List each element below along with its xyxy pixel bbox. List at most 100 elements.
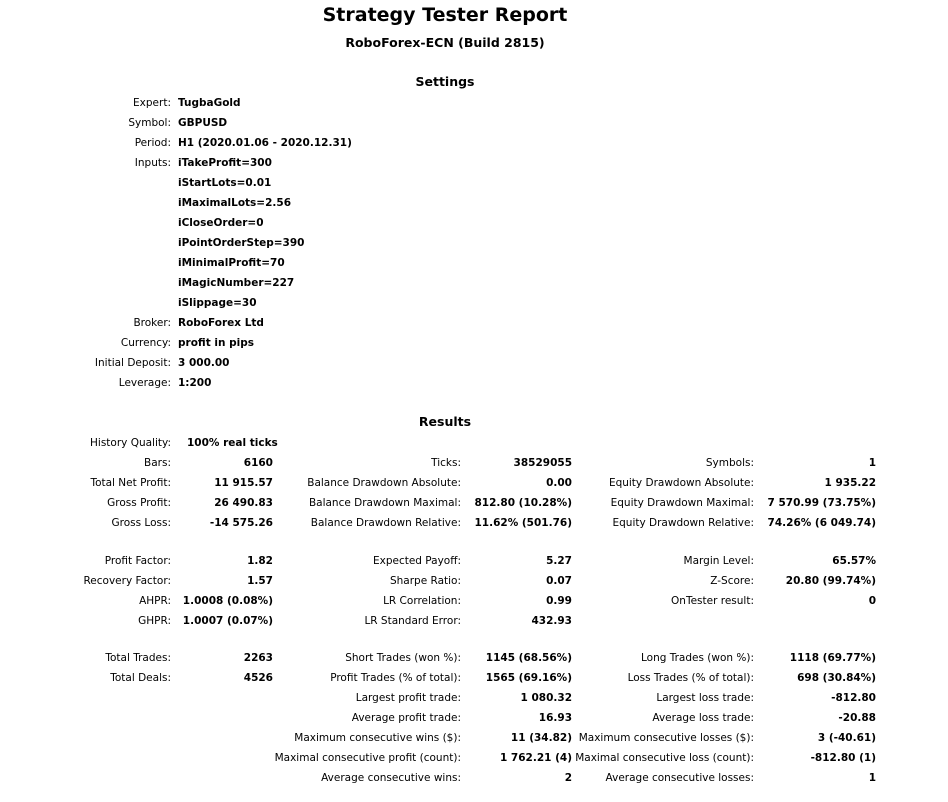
metric-label: Largest loss trade: xyxy=(656,692,754,704)
results-row: Total Deals: 4526 Profit Trades (% of tota… xyxy=(0,668,948,688)
metric-label: Maximum consecutive losses ($): xyxy=(578,732,754,744)
metric-value: 16.93 xyxy=(538,712,572,724)
setting-value: 1:200 xyxy=(178,377,212,389)
metric-label: Balance Drawdown Maximal: xyxy=(308,497,461,509)
results-row: Profit Factor: 1.82 Expected Payoff: 5.27 Ma… xyxy=(0,551,948,571)
metric-value: -14 575.26 xyxy=(209,517,273,529)
settings-row: iMinimalProfit=70 xyxy=(0,253,948,273)
metric-value: 1.0007 (0.07%) xyxy=(182,615,273,627)
metric-label: Expected Payoff: xyxy=(372,555,461,567)
metric-value: 11 (34.82) xyxy=(510,732,572,744)
metric-value: 74.26% (6 049.74) xyxy=(767,517,876,529)
results-row: Maximum consecutive wins ($): 11 (34.82) M… xyxy=(0,728,948,748)
metric-label: Bars: xyxy=(144,457,171,469)
metric-value: -812.80 xyxy=(831,692,876,704)
metric-label: Total Trades: xyxy=(105,652,171,664)
history-quality-label: History Quality: xyxy=(90,437,171,449)
setting-value: iPointOrderStep=390 xyxy=(178,237,305,249)
metric-value: 1.0008 (0.08%) xyxy=(182,595,273,607)
metric-value: 1 xyxy=(868,457,876,469)
metric-value: 0.07 xyxy=(546,575,572,587)
metric-value: 2 xyxy=(564,772,572,784)
results-row: GHPR: 1.0007 (0.07%) LR Standard Error: 432… xyxy=(0,611,948,631)
metric-label: OnTester result: xyxy=(671,595,754,607)
setting-value: iSlippage=30 xyxy=(178,297,257,309)
settings-row: iMaximalLots=2.56 xyxy=(0,193,948,213)
metric-label: Loss Trades (% of total): xyxy=(627,672,754,684)
setting-label: Inputs: xyxy=(134,157,171,169)
results-row: Gross Loss: -14 575.26 Balance Drawdown Re… xyxy=(0,513,948,533)
metric-label: Ticks: xyxy=(431,457,461,469)
metric-label: Symbols: xyxy=(705,457,754,469)
setting-value: iMaximalLots=2.56 xyxy=(178,197,292,209)
metric-label: Maximal consecutive loss (count): xyxy=(575,752,754,764)
results-row: Recovery Factor: 1.57 Sharpe Ratio: 0.07 Z-S… xyxy=(0,571,948,591)
report-title: Strategy Tester Report xyxy=(322,4,568,26)
results-row: Average profit trade: 16.93 Average loss t… xyxy=(0,708,948,728)
metric-value: 0 xyxy=(868,595,876,607)
metric-value: 4526 xyxy=(243,672,273,684)
setting-label: Leverage: xyxy=(118,377,171,389)
metric-label: Profit Factor: xyxy=(104,555,171,567)
metric-value: 1118 (69.77%) xyxy=(789,652,876,664)
settings-row: iCloseOrder=0 xyxy=(0,213,948,233)
history-quality-value: 100% real ticks xyxy=(187,437,278,449)
metric-value: 26 490.83 xyxy=(214,497,273,509)
metric-label: Balance Drawdown Relative: xyxy=(310,517,461,529)
metric-label: Average loss trade: xyxy=(652,712,754,724)
metric-value: 3 (-40.61) xyxy=(817,732,876,744)
results-row: Gross Profit: 26 490.83 Balance Drawdown M… xyxy=(0,493,948,513)
results-row: History Quality: 100% real ticks xyxy=(0,433,948,453)
setting-value: iStartLots=0.01 xyxy=(178,177,272,189)
metric-label: Short Trades (won %): xyxy=(345,652,461,664)
results-row: Total Net Profit: 11 915.57 Balance Drawdo… xyxy=(0,473,948,493)
metric-value: 38529055 xyxy=(513,457,572,469)
metric-value: 698 (30.84%) xyxy=(797,672,876,684)
metric-value: 6160 xyxy=(243,457,273,469)
settings-row: Leverage: 1:200 xyxy=(0,373,948,393)
setting-value: 3 000.00 xyxy=(178,357,230,369)
settings-heading: Settings xyxy=(415,74,475,89)
metric-label: AHPR: xyxy=(139,595,171,607)
metric-value: 1.57 xyxy=(247,575,273,587)
setting-label: Expert: xyxy=(133,97,171,109)
results-heading: Results xyxy=(418,414,472,429)
metric-label: Largest profit trade: xyxy=(355,692,461,704)
metric-label: Equity Drawdown Absolute: xyxy=(608,477,754,489)
results-row: Average consecutive wins: 2 Average consec… xyxy=(0,768,948,788)
settings-row: Period: H1 (2020.01.06 - 2020.12.31) xyxy=(0,133,948,153)
metric-value: 1565 (69.16%) xyxy=(485,672,572,684)
metric-value: 812.80 (10.28%) xyxy=(474,497,572,509)
setting-label: Initial Deposit: xyxy=(94,357,171,369)
setting-label: Broker: xyxy=(133,317,171,329)
setting-value: profit in pips xyxy=(178,337,254,349)
metric-value: 11.62% (501.76) xyxy=(474,517,572,529)
settings-row: iMagicNumber=227 xyxy=(0,273,948,293)
metric-value: 2263 xyxy=(243,652,273,664)
setting-value: iMinimalProfit=70 xyxy=(178,257,285,269)
settings-row: iPointOrderStep=390 xyxy=(0,233,948,253)
metric-label: Profit Trades (% of total): xyxy=(330,672,461,684)
settings-row: Broker: RoboForex Ltd xyxy=(0,313,948,333)
metric-label: Total Deals: xyxy=(110,672,171,684)
metric-label: Long Trades (won %): xyxy=(640,652,754,664)
metric-label: GHPR: xyxy=(138,615,171,627)
metric-label: Equity Drawdown Relative: xyxy=(612,517,754,529)
metric-value: 0.00 xyxy=(546,477,572,489)
metric-label: Z-Score: xyxy=(710,575,754,587)
setting-value: TugbaGold xyxy=(178,97,241,109)
setting-value: RoboForex Ltd xyxy=(178,317,264,329)
report-subtitle: RoboForex-ECN (Build 2815) xyxy=(345,35,545,50)
settings-row: Initial Deposit: 3 000.00 xyxy=(0,353,948,373)
settings-row: Expert: TugbaGold xyxy=(0,93,948,113)
metric-value: 20.80 (99.74%) xyxy=(785,575,876,587)
metric-value: 1 080.32 xyxy=(520,692,572,704)
metric-label: Equity Drawdown Maximal: xyxy=(610,497,754,509)
metric-value: 1 xyxy=(868,772,876,784)
metric-label: Total Net Profit: xyxy=(90,477,171,489)
metric-value: -812.80 (1) xyxy=(810,752,876,764)
metric-value: 5.27 xyxy=(546,555,572,567)
metric-label: Maximal consecutive profit (count): xyxy=(274,752,461,764)
metric-value: 11 915.57 xyxy=(214,477,273,489)
setting-label: Currency: xyxy=(120,337,171,349)
